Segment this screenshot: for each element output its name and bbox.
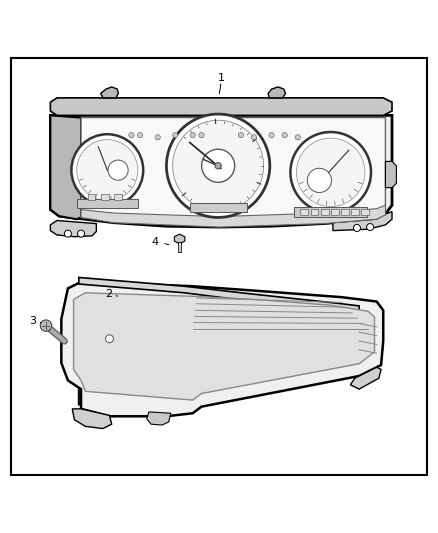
Circle shape [166, 114, 270, 217]
Polygon shape [50, 115, 392, 227]
Polygon shape [61, 282, 383, 416]
Circle shape [78, 230, 85, 237]
Circle shape [297, 138, 365, 207]
Circle shape [129, 133, 134, 138]
Bar [190, 203, 247, 212]
Circle shape [295, 135, 300, 140]
Bar [88, 194, 95, 199]
Polygon shape [50, 115, 81, 219]
Polygon shape [81, 118, 385, 222]
Bar [114, 194, 122, 199]
Circle shape [201, 149, 235, 182]
Text: 3: 3 [29, 316, 36, 326]
Circle shape [353, 224, 360, 231]
Text: 1: 1 [218, 73, 225, 83]
Bar [351, 208, 359, 215]
Circle shape [190, 133, 195, 138]
Circle shape [155, 135, 160, 140]
Polygon shape [147, 412, 171, 425]
Bar [361, 208, 369, 215]
Circle shape [307, 168, 332, 192]
Circle shape [108, 160, 128, 180]
Bar [178, 242, 181, 252]
Circle shape [173, 120, 264, 211]
Circle shape [64, 230, 71, 237]
Polygon shape [79, 278, 359, 314]
Polygon shape [174, 234, 185, 244]
Circle shape [77, 140, 138, 200]
Polygon shape [50, 221, 96, 237]
Circle shape [71, 134, 143, 206]
Polygon shape [81, 205, 385, 227]
Bar [77, 199, 138, 208]
Circle shape [269, 133, 274, 138]
Polygon shape [385, 161, 396, 188]
Polygon shape [350, 367, 381, 389]
Circle shape [106, 335, 113, 343]
Circle shape [251, 135, 257, 140]
Circle shape [282, 133, 287, 138]
Polygon shape [268, 87, 286, 98]
Polygon shape [50, 98, 392, 115]
Circle shape [215, 163, 221, 169]
Circle shape [199, 133, 204, 138]
Bar [341, 208, 349, 215]
Circle shape [138, 133, 143, 138]
Bar [294, 207, 367, 216]
Circle shape [290, 132, 371, 213]
Circle shape [173, 133, 178, 138]
Bar [321, 208, 328, 215]
Polygon shape [74, 293, 374, 400]
Polygon shape [79, 284, 184, 405]
Polygon shape [101, 87, 118, 98]
Bar [101, 194, 109, 199]
Text: 4: 4 [152, 237, 159, 247]
Bar [331, 208, 339, 215]
Polygon shape [333, 212, 392, 231]
Bar [311, 208, 318, 215]
Text: 2: 2 [105, 289, 112, 298]
Circle shape [367, 223, 374, 231]
Bar [300, 208, 308, 215]
Circle shape [40, 320, 52, 332]
Polygon shape [72, 409, 112, 429]
Circle shape [238, 133, 244, 138]
